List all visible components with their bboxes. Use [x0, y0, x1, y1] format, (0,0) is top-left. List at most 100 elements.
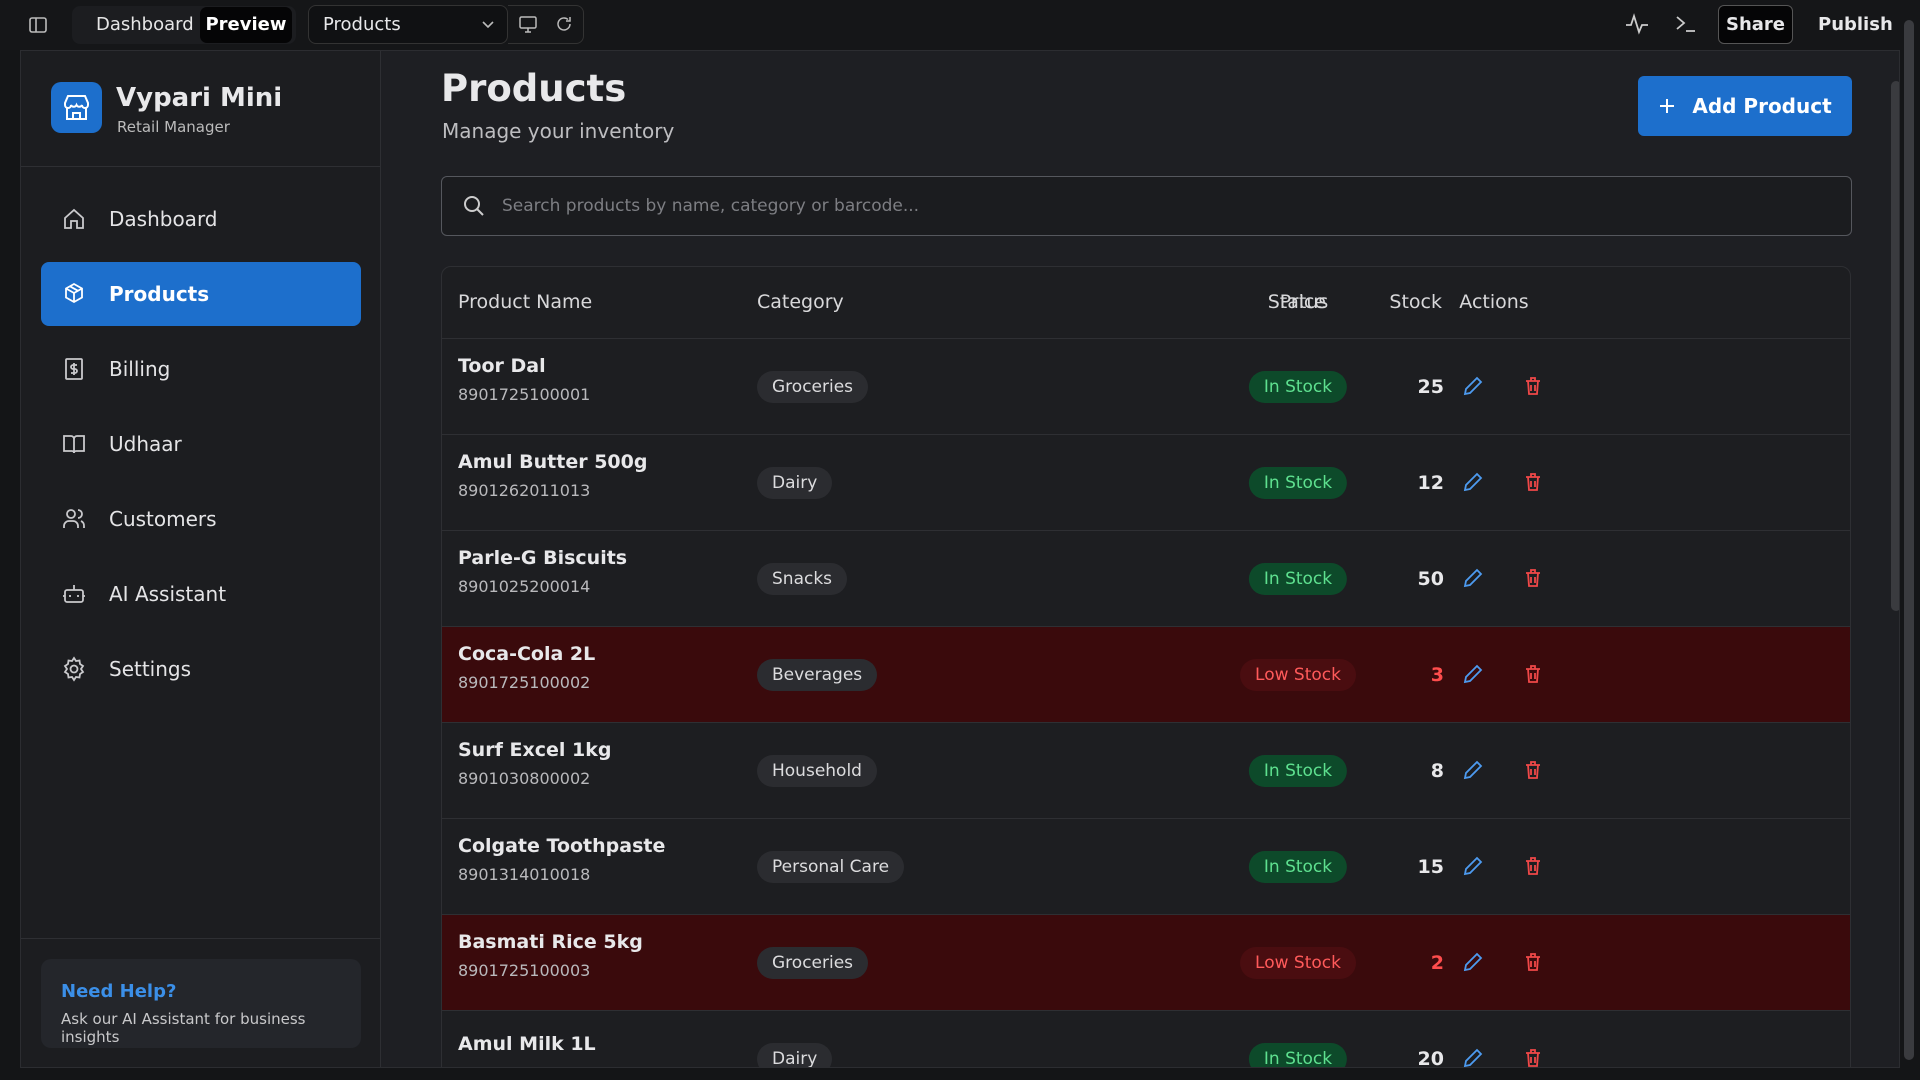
- barcode: 8901725100001: [458, 385, 591, 404]
- app-name: Vypari Mini: [116, 83, 283, 113]
- edit-icon[interactable]: [1462, 951, 1484, 973]
- status-badge: Low Stock: [1240, 947, 1356, 979]
- column-header: Product Name: [458, 291, 593, 313]
- table-row: Amul Butter 500g8901262011013Dairy₹28012…: [442, 434, 1850, 530]
- nav-item[interactable]: Products: [41, 262, 361, 326]
- nav-label: AI Assistant: [109, 582, 227, 606]
- stock: 15: [1417, 856, 1444, 878]
- status-badge: In Stock: [1248, 563, 1348, 595]
- edit-icon[interactable]: [1462, 1047, 1484, 1068]
- nav-label: Udhaar: [109, 432, 182, 456]
- app-subtitle: Retail Manager: [117, 118, 230, 136]
- nav-label: Customers: [109, 507, 217, 531]
- nav-label: Products: [109, 282, 210, 306]
- edit-icon[interactable]: [1462, 375, 1484, 397]
- delete-icon[interactable]: [1522, 951, 1544, 973]
- category-pill: Household: [757, 755, 877, 787]
- edit-icon[interactable]: [1462, 855, 1484, 877]
- category-pill: Dairy: [757, 467, 833, 499]
- page-select[interactable]: Products: [308, 5, 508, 44]
- stock: 50: [1417, 568, 1444, 590]
- nav-item[interactable]: Dashboard: [41, 187, 361, 251]
- nav-icon: [63, 656, 85, 682]
- column-header: Price: [1279, 291, 1326, 313]
- delete-icon[interactable]: [1522, 759, 1544, 781]
- barcode: 8901025200014: [458, 577, 591, 596]
- publish-button[interactable]: Publish: [1818, 14, 1893, 35]
- nav-item[interactable]: AI Assistant: [41, 562, 361, 626]
- edit-icon[interactable]: [1462, 567, 1484, 589]
- table-row: Colgate Toothpaste 8901314010018 Personal …: [442, 818, 1850, 914]
- delete-icon[interactable]: [1522, 567, 1544, 589]
- product-name: Amul Butter 500g: [458, 451, 648, 473]
- nav-icon: [65, 358, 83, 380]
- tab-active[interactable]: Preview: [200, 7, 292, 43]
- stock: 20: [1417, 1048, 1444, 1068]
- nav-item[interactable]: Settings: [41, 637, 361, 701]
- search-placeholder: Search products by name, category or bar…: [502, 196, 920, 216]
- product-name: Surf Excel 1kg: [458, 739, 612, 761]
- activity-icon[interactable]: [1624, 12, 1650, 36]
- product-name: Colgate Toothpaste: [458, 835, 666, 857]
- nav-icon: [65, 282, 83, 304]
- scrollbar[interactable]: [1891, 81, 1899, 611]
- column-header: Stock: [1389, 291, 1442, 313]
- nav-icon: [63, 509, 85, 528]
- search-box[interactable]: Search products by name, category or bar…: [441, 176, 1852, 236]
- product-name: Toor Dal: [458, 355, 546, 377]
- status-badge: In Stock: [1248, 851, 1348, 883]
- status-badge: Low Stock: [1240, 659, 1356, 691]
- help-card[interactable]: Need Help? Ask our AI Assistant for busi…: [41, 959, 361, 1048]
- edit-icon[interactable]: [1462, 471, 1484, 493]
- table-row: Basmati Rice 5kg8901725100003Groceries₹4…: [442, 914, 1850, 1010]
- stock: 3: [1430, 664, 1444, 686]
- table-row: Surf Excel 1kg8901030800002Household₹225…: [442, 722, 1850, 818]
- delete-icon[interactable]: [1522, 471, 1544, 493]
- edit-icon[interactable]: [1462, 663, 1484, 685]
- row-actions: [1457, 1045, 1557, 1068]
- stock: 8: [1430, 760, 1444, 782]
- nav-label: Settings: [109, 657, 192, 681]
- product-name: Parle-G Biscuits: [458, 547, 628, 569]
- row-actions: [1457, 469, 1557, 497]
- refresh-icon[interactable]: [554, 14, 574, 34]
- product-name: Basmati Rice 5kg: [458, 931, 643, 953]
- sidebar-toggle[interactable]: [28, 15, 48, 35]
- monitor-icon[interactable]: [518, 14, 538, 34]
- page-title: Products: [441, 67, 627, 110]
- page-select-value: Products: [323, 14, 401, 35]
- column-header: Actions: [1459, 291, 1529, 313]
- delete-icon[interactable]: [1522, 375, 1544, 397]
- edit-icon[interactable]: [1462, 759, 1484, 781]
- add-product-button[interactable]: Add Product: [1638, 76, 1852, 136]
- stock: 12: [1417, 472, 1444, 494]
- barcode: 8901725100002: [458, 673, 591, 692]
- sidebar: Vypari Mini Retail Manager Dashboard Prod…: [21, 51, 381, 1067]
- terminal-icon[interactable]: [1674, 13, 1698, 35]
- delete-icon[interactable]: [1522, 1047, 1544, 1068]
- status-badge: In Stock: [1248, 371, 1348, 403]
- delete-icon[interactable]: [1522, 855, 1544, 877]
- tab[interactable]: Dashboard: [96, 14, 194, 35]
- barcode: 8901030800002: [458, 769, 591, 788]
- nav-item[interactable]: Udhaar: [41, 412, 361, 476]
- product-name: Coca-Cola 2L: [458, 643, 596, 665]
- app-frame: Vypari Mini Retail Manager Dashboard Prod…: [20, 50, 1900, 1068]
- nav-icon: [63, 585, 85, 603]
- nav-item[interactable]: Customers: [41, 487, 361, 551]
- column-header: Status: [1267, 291, 1329, 313]
- category-pill: Snacks: [757, 563, 848, 595]
- delete-icon[interactable]: [1522, 663, 1544, 685]
- row-actions: [1457, 853, 1557, 881]
- share-button[interactable]: Share: [1718, 5, 1793, 44]
- category-pill: Personal Care: [757, 851, 905, 883]
- nav-item[interactable]: Billing: [41, 337, 361, 401]
- help-text: Ask our AI Assistant for business insigh…: [61, 1010, 306, 1046]
- nav-icon: [64, 208, 84, 229]
- products-table: Product Name Category Price Stock Status Acti…: [441, 266, 1851, 1068]
- table-row: Coca-Cola 2L8901725100002Beverages₹953Lo…: [442, 626, 1850, 722]
- chevron: [482, 21, 494, 29]
- page-scrollbar[interactable]: [1904, 20, 1914, 1060]
